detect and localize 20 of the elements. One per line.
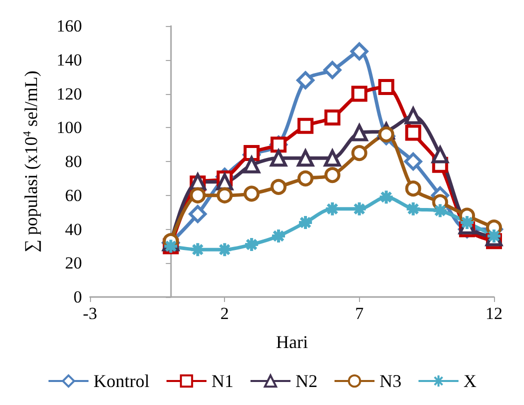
x-tick-label: 7 bbox=[355, 304, 364, 323]
y-axis-title: ∑ populasi (x104 sel/mL) bbox=[21, 70, 41, 252]
x-tick-label: 12 bbox=[486, 304, 502, 323]
y-tick-label: 140 bbox=[56, 50, 82, 70]
legend-label: N1 bbox=[212, 371, 234, 391]
y-tick-label: 80 bbox=[65, 152, 82, 171]
y-tick-label: 60 bbox=[65, 186, 82, 205]
x-axis-title: Hari bbox=[276, 332, 308, 352]
y-tick-label: 0 bbox=[74, 288, 82, 306]
y-tick-label: 160 bbox=[56, 16, 82, 36]
legend-label: Kontrol bbox=[94, 371, 150, 391]
x-tick-label: 2 bbox=[220, 304, 229, 323]
y-tick-label: 120 bbox=[56, 84, 82, 104]
legend-label: N3 bbox=[380, 371, 402, 391]
y-tick-label: 40 bbox=[65, 220, 82, 239]
legend-label: X bbox=[463, 371, 476, 391]
x-tick-label: -3 bbox=[82, 304, 98, 323]
legend-label: N2 bbox=[296, 371, 318, 391]
y-tick-label: 100 bbox=[56, 118, 82, 138]
y-tick-label: 20 bbox=[65, 254, 82, 273]
